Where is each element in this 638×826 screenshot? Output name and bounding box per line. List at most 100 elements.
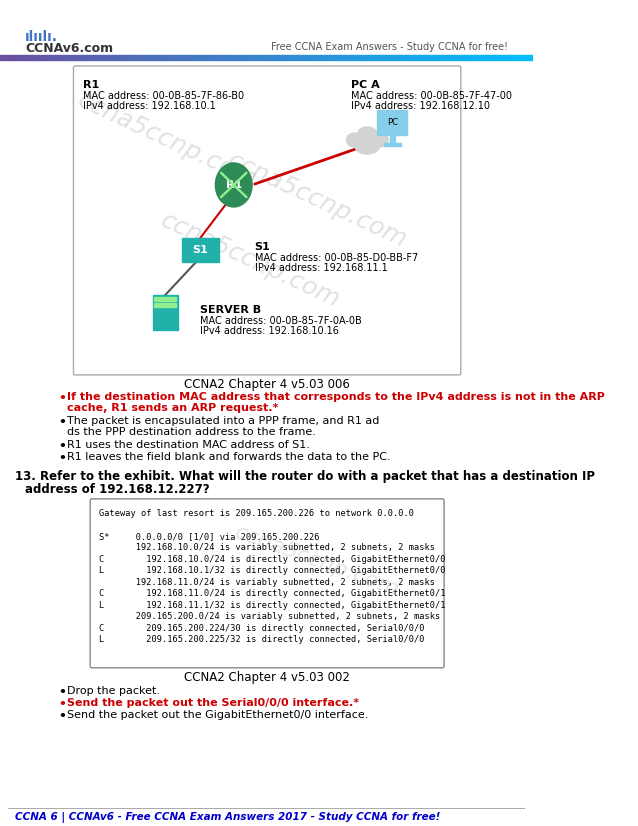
Text: PC A: PC A [351,80,380,90]
Bar [96,55,101,60]
Bar [37,55,43,60]
Text: •: • [59,440,66,453]
Text: C        192.168.10.0/24 is directly connected, GigabitEthernet0/0: C 192.168.10.0/24 is directly connected,… [98,555,445,564]
Bar [53,55,59,60]
Bar [144,55,149,60]
FancyBboxPatch shape [90,499,444,668]
Bar [304,55,309,60]
Text: 192.168.10.0/24 is variably subnetted, 2 subnets, 2 masks: 192.168.10.0/24 is variably subnetted, 2… [98,544,434,553]
Text: MAC address: 00-0B-85-D0-BB-F7: MAC address: 00-0B-85-D0-BB-F7 [255,253,418,263]
Bar [175,55,181,60]
Text: ccna5ccnp.com: ccna5ccnp.com [224,148,411,252]
Bar [352,55,357,60]
Text: L        209.165.200.225/32 is directly connected, Serial0/0/0: L 209.165.200.225/32 is directly connect… [98,635,424,644]
Text: Drop the packet.: Drop the packet. [67,686,160,695]
Bar [479,55,485,60]
Bar [463,55,469,60]
Bar [377,110,407,135]
Bar [346,55,352,60]
Bar [511,55,517,60]
Text: S1: S1 [255,242,271,252]
Bar [404,55,410,60]
Bar [378,55,383,60]
Text: MAC address: 00-0B-85-7F-0A-0B: MAC address: 00-0B-85-7F-0A-0B [200,316,362,326]
Bar [495,55,501,60]
Bar [80,55,85,60]
Text: •: • [59,686,66,699]
Text: •: • [59,710,66,723]
Bar [240,55,245,60]
Text: S*     0.0.0.0/0 [1/0] via 209.165.200.226: S* 0.0.0.0/0 [1/0] via 209.165.200.226 [98,532,319,541]
Text: CCNAv6.com: CCNAv6.com [25,42,113,55]
Text: CCNA2 Chapter 4 v5.03 002: CCNA2 Chapter 4 v5.03 002 [184,671,350,684]
Bar [266,55,272,60]
Bar [154,297,176,301]
Bar [282,55,288,60]
Bar [182,238,219,262]
Bar [501,55,506,60]
Text: 13. Refer to the exhibit. What will the router do with a packet that has a desti: 13. Refer to the exhibit. What will the … [15,470,595,483]
Bar [101,55,107,60]
Text: C        209.165.200.224/30 is directly connected, Serial0/0/0: C 209.165.200.224/30 is directly connect… [98,624,424,633]
Bar [11,55,16,60]
Bar [527,55,533,60]
Text: •: • [59,452,66,465]
Text: Free CCNA Exam Answers - Study CCNA for free!: Free CCNA Exam Answers - Study CCNA for … [271,42,508,52]
Text: ccna5ccnp.com: ccna5ccnp.com [73,88,260,192]
Bar [170,55,175,60]
Text: •: • [59,415,66,429]
Bar [474,55,479,60]
Bar [245,55,250,60]
Bar [367,55,373,60]
Bar [85,55,91,60]
Bar [384,143,401,146]
Bar [277,55,282,60]
Bar [506,55,511,60]
Bar [16,55,21,60]
Bar [522,55,527,60]
Bar [442,55,447,60]
Text: Gateway of last resort is 209.165.200.226 to network 0.0.0.0: Gateway of last resort is 209.165.200.22… [98,509,413,518]
Bar [112,55,117,60]
Bar [325,55,330,60]
Bar [32,55,37,60]
Bar [117,55,122,60]
Bar [70,55,75,60]
Bar [357,55,362,60]
Bar [192,55,197,60]
Text: CCNA2 Chapter 4 v5.03 006: CCNA2 Chapter 4 v5.03 006 [184,378,350,391]
Bar [458,55,463,60]
Text: C        192.168.11.0/24 is directly connected, GigabitEthernet0/1: C 192.168.11.0/24 is directly connected,… [98,589,445,598]
Bar [160,55,165,60]
Bar [362,55,367,60]
Text: ccna5ccnp.com: ccna5ccnp.com [232,522,403,600]
Bar [224,55,229,60]
Bar [154,55,160,60]
Text: cache, R1 sends an ARP request.*: cache, R1 sends an ARP request.* [67,403,278,413]
Bar [330,55,336,60]
Bar [218,55,224,60]
Bar [426,55,431,60]
Text: IPv4 address: 192.168.12.10: IPv4 address: 192.168.12.10 [351,101,489,111]
Text: IPv4 address: 192.168.11.1: IPv4 address: 192.168.11.1 [255,263,387,273]
Text: MAC address: 00-0B-85-7F-47-00: MAC address: 00-0B-85-7F-47-00 [351,91,512,101]
Bar [133,55,138,60]
Text: R1: R1 [226,180,242,190]
Text: 209.165.200.0/24 is variably subnetted, 2 subnets, 2 masks: 209.165.200.0/24 is variably subnetted, … [98,612,440,621]
Text: •: • [59,698,66,711]
Text: L        192.168.11.1/32 is directly connected, GigabitEthernet0/1: L 192.168.11.1/32 is directly connected,… [98,601,445,610]
Bar [59,55,64,60]
Text: •: • [59,392,66,405]
Bar [485,55,490,60]
Ellipse shape [346,133,363,147]
Bar [373,55,378,60]
Text: MAC address: 00-0B-85-7F-86-B0: MAC address: 00-0B-85-7F-86-B0 [84,91,244,101]
Bar [315,55,320,60]
Text: R1 leaves the field blank and forwards the data to the PC.: R1 leaves the field blank and forwards t… [67,452,390,462]
Text: S1: S1 [193,245,208,255]
Text: IPv4 address: 192.168.10.16: IPv4 address: 192.168.10.16 [200,326,339,336]
Bar [165,55,170,60]
Text: Send the packet out the Serial0/0/0 interface.*: Send the packet out the Serial0/0/0 inte… [67,698,359,708]
Text: address of 192.168.12.227?: address of 192.168.12.227? [25,483,210,496]
Bar [107,55,112,60]
